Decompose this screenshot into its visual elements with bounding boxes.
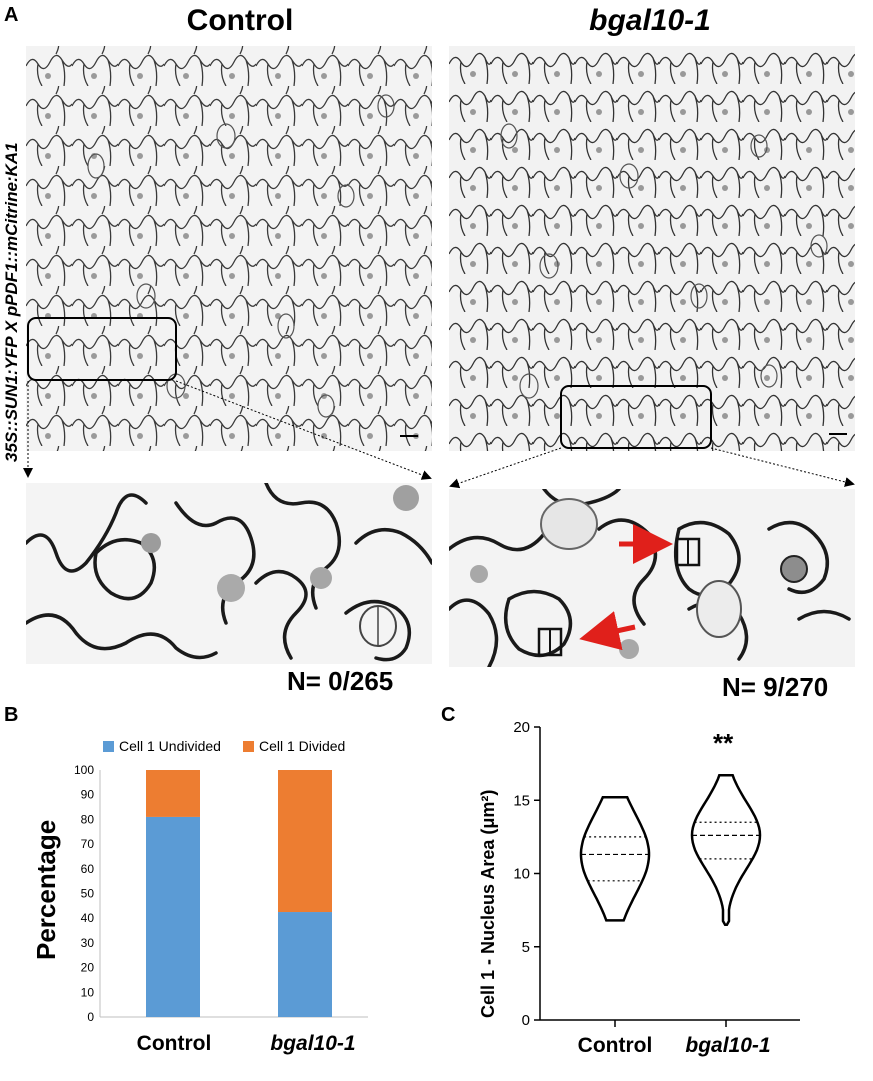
bar-xcat-mutant: bgal10-1 xyxy=(270,1032,356,1055)
bar-ytick-label: 50 xyxy=(81,887,95,901)
bar-ytick-label: 20 xyxy=(81,961,95,975)
bar-ytick-label: 10 xyxy=(81,985,95,999)
bar-undivided-1 xyxy=(278,912,332,1017)
bar-ytick-label: 30 xyxy=(81,936,95,950)
bar-ytick-label: 60 xyxy=(81,862,95,876)
mutant-zoom-box xyxy=(560,385,712,449)
bar-chart-ylabel: Percentage xyxy=(31,819,61,960)
bar-xcat-control: Control xyxy=(136,1032,212,1055)
violin-ytick-label: 10 xyxy=(513,866,530,883)
bar-ytick-label: 100 xyxy=(74,763,94,777)
bar-divided-1 xyxy=(278,770,332,913)
control-zoom-box xyxy=(27,317,177,381)
violin-ytick-label: 15 xyxy=(513,792,530,809)
control-title: Control xyxy=(186,4,294,37)
legend-b: Cell 1 Undivided Cell 1 Divided xyxy=(103,738,345,754)
mutant-overview-image xyxy=(449,46,855,451)
legend-divided: Cell 1 Divided xyxy=(242,738,346,754)
mutant-count: N= 9/270 xyxy=(722,672,829,702)
violin-ytick-label: 0 xyxy=(522,1012,530,1029)
violin-shape-0 xyxy=(579,796,651,922)
panel-c-label: C xyxy=(441,704,456,726)
bar-ytick-label: 0 xyxy=(87,1010,94,1024)
violin-ylabel: Cell 1 - Nucleus Area (μm²) xyxy=(478,789,498,1018)
bar-chart: 0 10 20 30 40 50 60 70 80 90 100 xyxy=(74,763,368,1024)
panel-a-label: A xyxy=(4,4,19,26)
legend-divided-swatch xyxy=(242,740,254,752)
violin-chart: 0 5 10 15 20 xyxy=(513,719,800,1029)
bar-ytick-label: 90 xyxy=(81,788,95,802)
violin-xcat-mutant: bgal10-1 xyxy=(685,1034,771,1057)
legend-divided-label: Cell 1 Divided xyxy=(258,738,346,754)
bar-ytick-label: 80 xyxy=(81,812,95,826)
legend-undivided: Cell 1 Undivided xyxy=(103,738,221,754)
mutant-zoom-image xyxy=(449,489,855,667)
bar-divided-0 xyxy=(146,770,200,817)
control-count: N= 0/265 xyxy=(287,666,394,696)
control-zoom-image xyxy=(26,483,432,664)
zoom-connectors xyxy=(23,380,855,489)
control-overview-image xyxy=(26,46,432,451)
mutant-title: bgal10-1 xyxy=(589,4,711,37)
legend-undivided-label: Cell 1 Undivided xyxy=(119,738,221,754)
violin-xcat-control: Control xyxy=(577,1034,653,1057)
violin-ytick-label: 5 xyxy=(522,939,530,956)
red-arrow-2 xyxy=(579,611,636,651)
bar-ytick-label: 40 xyxy=(81,911,95,925)
bar-ytick-label: 70 xyxy=(81,837,95,851)
significance-marker: ** xyxy=(713,728,734,758)
panel-b-label: B xyxy=(4,704,19,726)
violin-ytick-label: 20 xyxy=(513,719,530,736)
bar-undivided-0 xyxy=(146,816,200,1017)
violin-shape-1 xyxy=(690,774,762,927)
legend-undivided-swatch xyxy=(103,740,114,752)
